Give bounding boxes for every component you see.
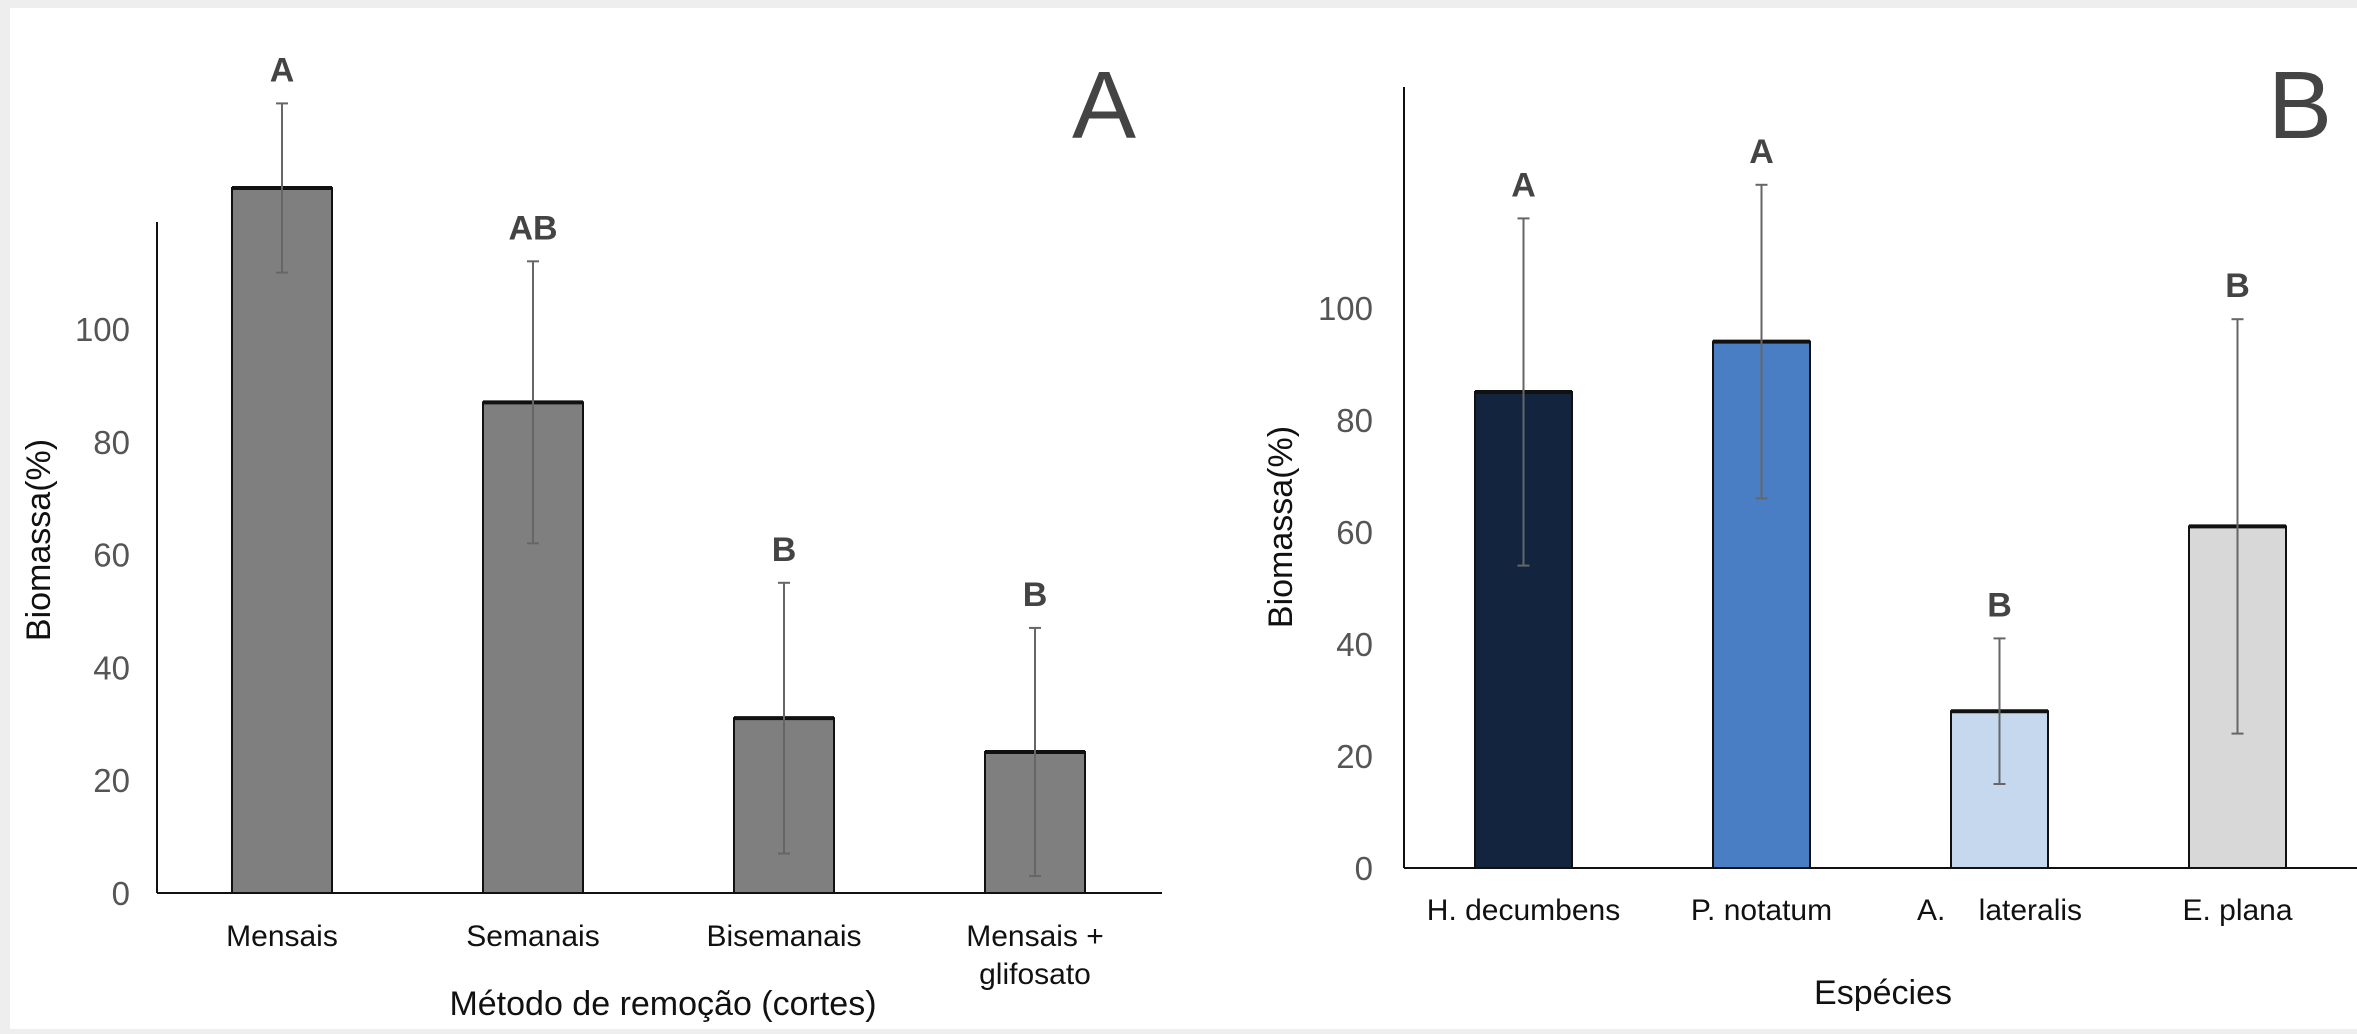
panel-a-significance-label: B [1023, 576, 1048, 614]
panel-a-significance-label: A [270, 51, 295, 89]
panel-b-category-label: A. lateralis [1917, 894, 2082, 927]
panel-b-y-tick-label: 40 [1336, 626, 1373, 663]
panel-a-category-label-line: glifosato [979, 958, 1091, 991]
panel-a-y-tick-label: 80 [93, 424, 130, 461]
panel-b-category-label-line: E. plana [2182, 894, 2292, 927]
panel-b-category-label-line: A. lateralis [1917, 894, 2082, 927]
panel-b-category-label-line: H. decumbens [1427, 894, 1620, 927]
panel-a-y-tick-label: 60 [93, 537, 130, 574]
panel-b-significance-label: B [1987, 586, 2012, 624]
panel-b-category-label: P. notatum [1691, 894, 1832, 927]
panel-b-significance-label: A [1511, 166, 1536, 204]
panel-b-category-label-line: P. notatum [1691, 894, 1832, 927]
panel-b-y-axis-title: Biomassa(%) [1262, 426, 1300, 628]
panel-b-y-tick-label: 80 [1336, 402, 1373, 439]
panel-b-significance-label: A [1749, 133, 1774, 171]
panel-a-letter: A [1072, 52, 1136, 159]
panel-a-category-label: Mensais [226, 920, 338, 953]
panel-a-category-label: Mensais + glifosato [966, 920, 1104, 991]
panel-a-category-label: Semanais [466, 920, 599, 953]
figure-background [10, 8, 2357, 1029]
panel-a-y-tick-label: 0 [112, 875, 130, 912]
panel-a-category-label-line: Semanais [466, 920, 599, 953]
panel-b-category-label: E. plana [2182, 894, 2292, 927]
panel-b-y-tick-label: 0 [1355, 850, 1373, 887]
panel-a-category-label-line: Mensais + [966, 920, 1104, 953]
panel-b-category-label: H. decumbens [1427, 894, 1620, 927]
panel-a-category-label-line: Bisemanais [706, 920, 861, 953]
panel-a-significance-label: AB [508, 209, 557, 247]
panel-a-significance-label: B [772, 531, 797, 569]
panel-b-y-tick-label: 60 [1336, 514, 1373, 551]
panel-b-letter: B [2268, 52, 2332, 159]
panel-b-significance-label: B [2225, 267, 2250, 305]
panel-a-y-tick-label: 20 [93, 762, 130, 799]
panel-a-y-axis-title: Biomassa(%) [20, 439, 58, 641]
panel-b-x-axis-title: Espécies [1814, 974, 1952, 1012]
panel-a-y-tick-label: 100 [75, 311, 130, 348]
panel-a-category-label: Bisemanais [706, 920, 861, 953]
panel-a-category-label-line: Mensais [226, 920, 338, 953]
panel-a-bar [231, 187, 333, 894]
panel-a-y-tick-label: 40 [93, 649, 130, 686]
panel-b-y-tick-label: 100 [1318, 290, 1373, 327]
panel-a-x-axis-title: Método de remoção (cortes) [449, 985, 876, 1023]
panel-b-y-tick-label: 20 [1336, 738, 1373, 775]
